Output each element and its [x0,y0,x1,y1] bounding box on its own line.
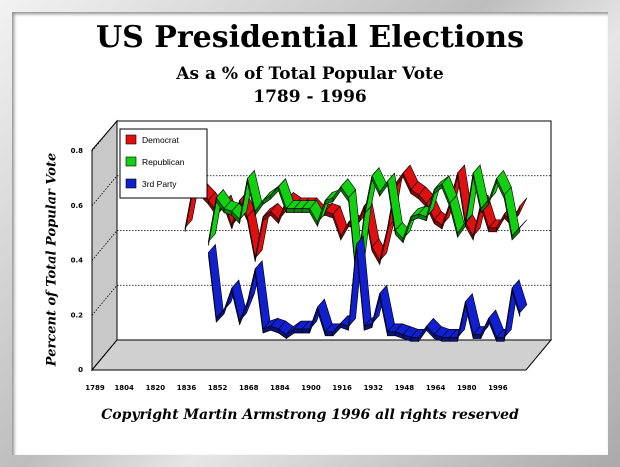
chart-years: 1789 - 1996 [253,87,367,107]
series-segment-front [449,336,458,342]
series-segment-front [387,331,396,337]
legend-label: Democrat [142,135,179,145]
legend-swatch [125,156,137,167]
floor [90,339,553,371]
x-tick-label: 1884 [270,384,290,392]
chart-title: US Presidential Elections [96,20,524,55]
grid-line-side [91,120,118,152]
grid-line-side [91,284,118,316]
series-segment-front [511,287,521,317]
x-tick-label: 1932 [364,384,384,392]
x-tick-label: 1964 [426,384,446,392]
x-tick-label: 1820 [146,384,166,392]
y-tick-label: 0 [78,366,83,374]
grid-line-side [91,230,118,261]
legend-swatch [125,134,137,145]
x-tick-label: 1789 [85,384,105,392]
series-segment-front [301,328,310,334]
series-segment-front [293,208,303,213]
left-wall [91,119,118,372]
x-tick-label: 1980 [457,384,477,392]
series-segment-front [511,227,521,241]
x-tick-label: 1836 [177,384,197,392]
series-segment-front [301,208,310,213]
chart-subtitle: As a % of Total Popular Vote [176,64,444,84]
series-segment-front [410,336,419,342]
x-tick-label: 1948 [395,384,415,392]
legend-label: 3rd Party [142,179,177,189]
series-segment-front [496,336,505,342]
series-3rd-party [208,235,528,343]
x-tick-label: 1900 [301,384,321,392]
x-tick-label: 1804 [114,384,134,392]
x-tick-label: 1996 [488,384,508,392]
x-tick-label: 1916 [332,384,352,392]
series-segment-front [488,227,497,233]
y-tick-label: 0.8 [71,147,84,155]
legend-label: Republican [142,157,185,167]
y-tick-label: 0.2 [71,311,84,319]
x-tick-label: 1852 [208,384,228,392]
y-tick-label: 0.4 [71,257,84,265]
series-segment-front [286,208,295,213]
series-segment-front [324,331,334,337]
series-segment-front [472,334,482,339]
series-segment-front [293,328,303,334]
series-segment-front [441,336,451,342]
legend-swatch [125,178,137,189]
y-tick-label: 0.6 [71,202,84,210]
x-tick-label: 1868 [239,384,259,392]
copyright-notice: Copyright Martin Armstrong 1996 all righ… [101,407,519,423]
grid-line-side [91,175,118,207]
